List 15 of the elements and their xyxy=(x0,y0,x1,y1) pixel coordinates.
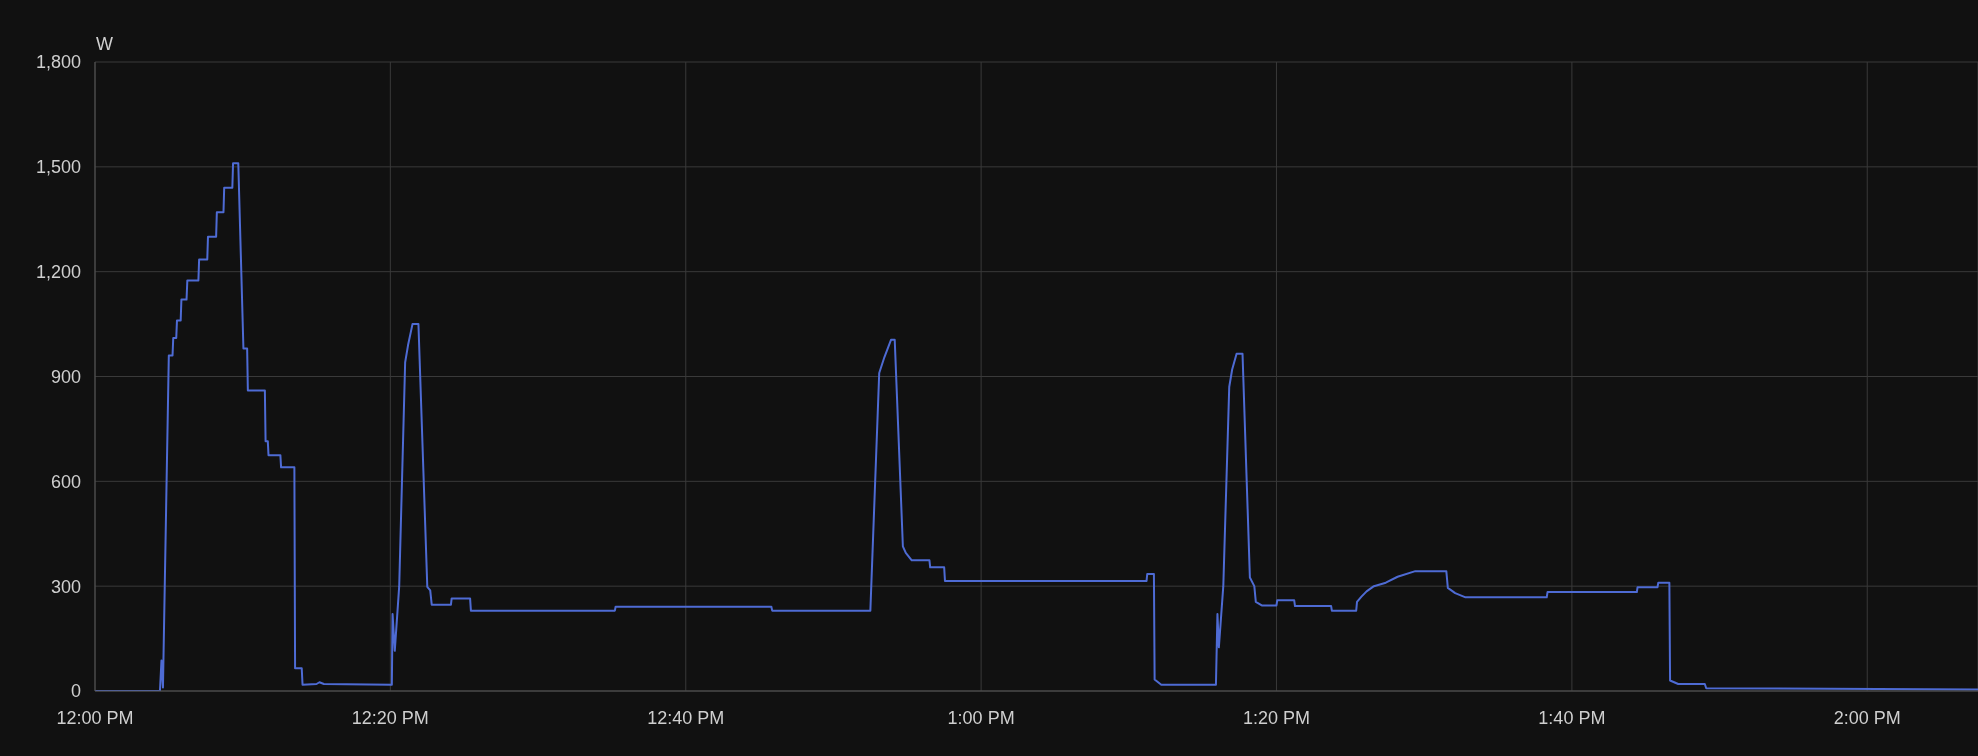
y-tick-label: 600 xyxy=(50,471,81,492)
y-tick-label: 0 xyxy=(70,681,81,702)
x-tick-label: 1:00 PM xyxy=(947,707,1015,728)
y-axis-title: W xyxy=(96,34,113,55)
y-tick-label: 900 xyxy=(50,366,81,387)
x-tick-label: 1:40 PM xyxy=(1538,707,1606,728)
x-tick-label: 1:20 PM xyxy=(1242,707,1310,728)
x-tick-label: 12:20 PM xyxy=(351,707,429,728)
y-tick-label: 1,200 xyxy=(35,262,81,283)
x-tick-label: 12:00 PM xyxy=(56,707,134,728)
y-tick-label: 300 xyxy=(50,576,81,597)
y-tick-label: 1,800 xyxy=(35,52,81,73)
y-tick-label: 1,500 xyxy=(35,157,81,178)
x-tick-label: 2:00 PM xyxy=(1833,707,1901,728)
x-tick-label: 12:40 PM xyxy=(647,707,725,728)
